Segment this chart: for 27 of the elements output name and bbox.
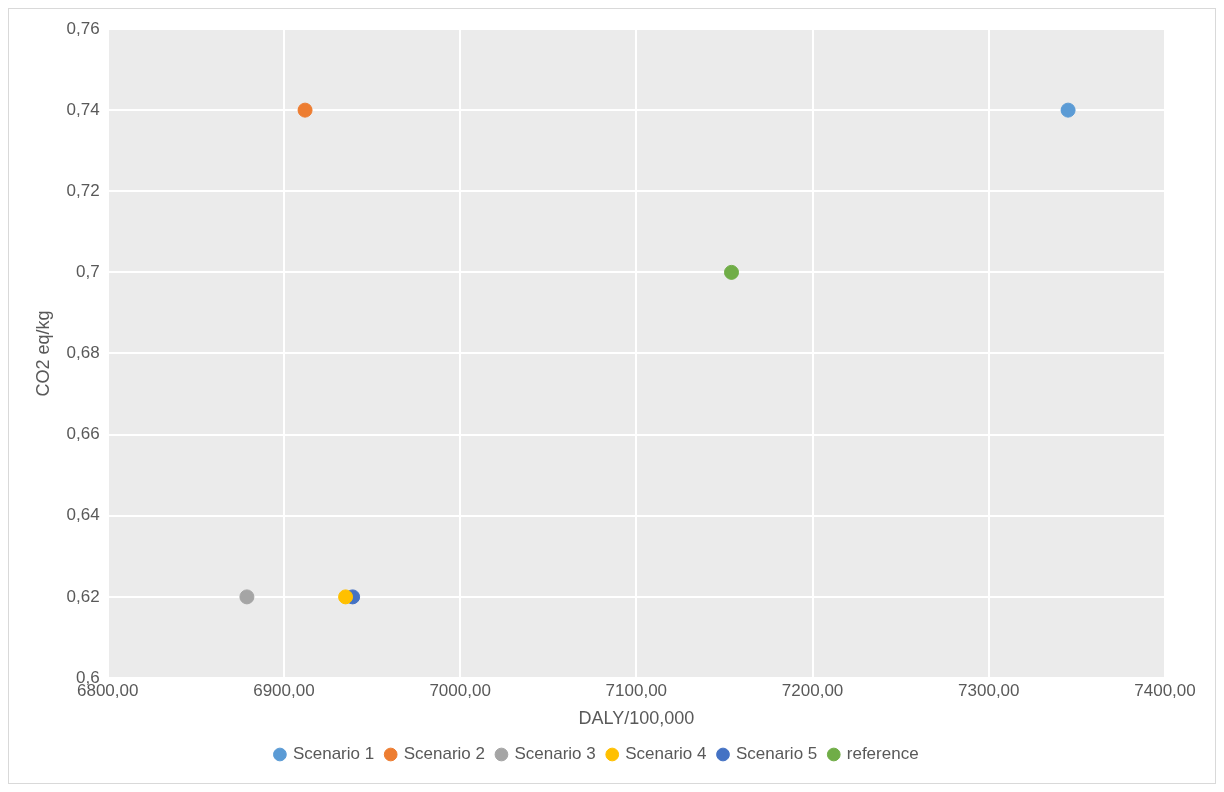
y-tick-label: 0,64 <box>66 505 100 525</box>
y-tick-label: 0,66 <box>66 424 100 444</box>
y-axis-title: CO2 eq/kg <box>32 310 53 397</box>
x-tick-label: 7400,00 <box>1134 680 1196 700</box>
y-tick-label: 0,74 <box>66 99 100 119</box>
x-tick-label: 7100,00 <box>605 680 668 700</box>
legend-label: Scenario 2 <box>403 744 485 764</box>
y-tick-label: 0,76 <box>66 18 100 38</box>
point <box>338 589 354 605</box>
point <box>724 264 739 280</box>
y-tick-label: 0,62 <box>66 586 100 606</box>
legend-label: Scenario 4 <box>625 744 707 764</box>
x-tick-label: 6900,00 <box>253 680 315 700</box>
x-tick-label: 7300,00 <box>958 680 1020 700</box>
y-tick-label: 0,72 <box>66 180 100 200</box>
point <box>239 589 255 605</box>
point <box>297 102 313 118</box>
x-tick-label: 7200,00 <box>781 680 844 700</box>
x-tick-label: 7000,00 <box>429 680 491 700</box>
legend-label: Scenario 1 <box>292 744 375 764</box>
point <box>1060 102 1076 118</box>
y-tick-label: 0,68 <box>66 343 100 363</box>
legend-label: reference <box>846 744 919 764</box>
legend-label: Scenario 3 <box>514 744 596 764</box>
legend-label: Scenario 5 <box>736 744 818 764</box>
x-axis-title: DALY/100,000 <box>578 708 695 729</box>
y-tick-label: 0,7 <box>76 262 100 282</box>
